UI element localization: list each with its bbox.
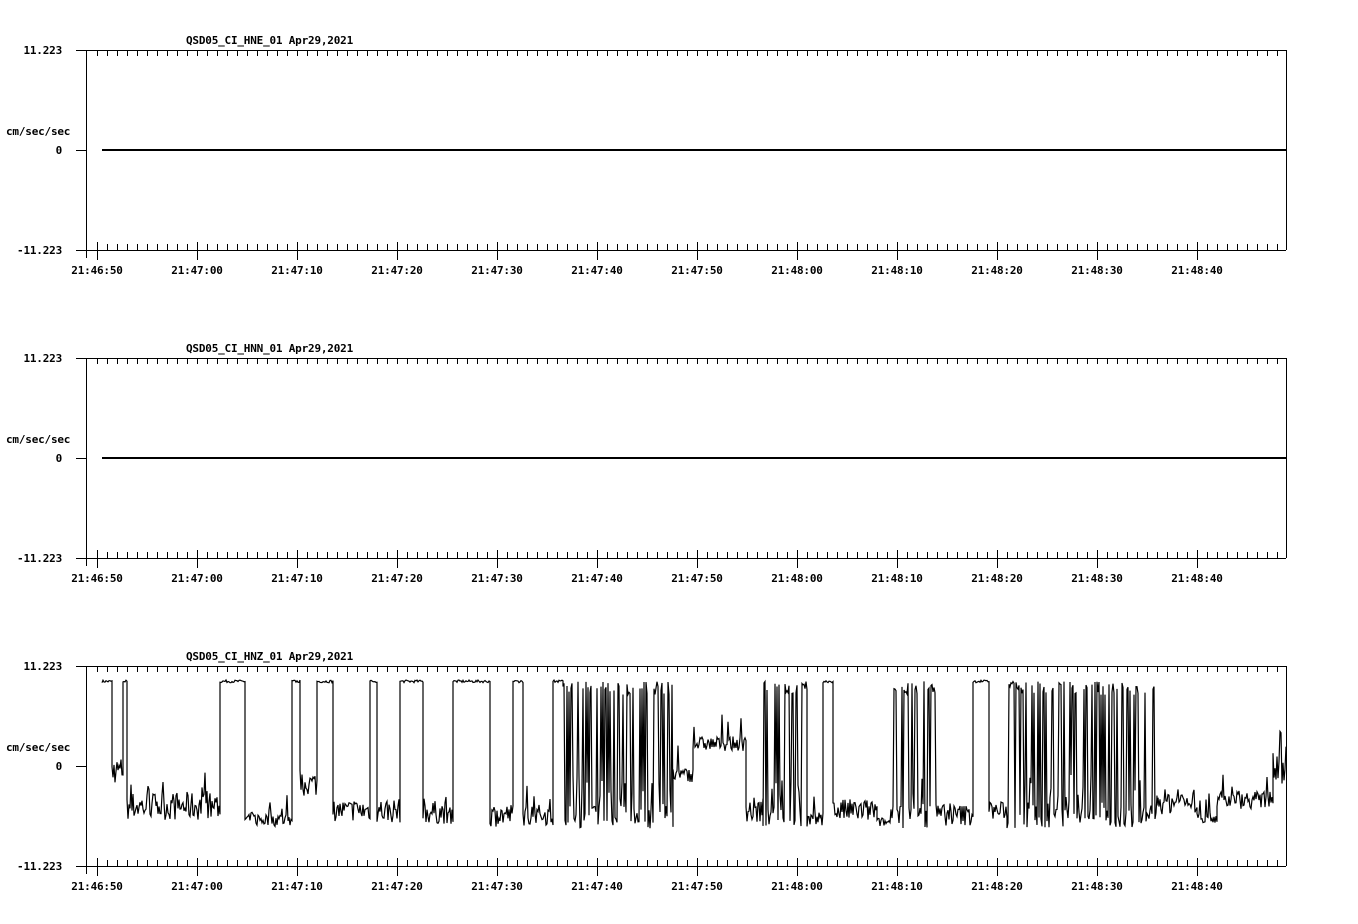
- x-tick-label: 21:47:20: [371, 880, 423, 893]
- x-tick-label: 21:47:30: [471, 572, 523, 585]
- x-tick-label: 21:46:50: [71, 264, 123, 277]
- plot-area: [76, 358, 1287, 568]
- y-zero-label: 0: [55, 144, 63, 157]
- x-tick-label: 21:47:50: [671, 572, 723, 585]
- x-tick-label: 21:48:00: [771, 264, 823, 277]
- x-tick-label: 21:47:10: [271, 880, 323, 893]
- x-tick-label: 21:47:50: [671, 880, 723, 893]
- panel-title: QSD05_CI_HNN_01 Apr29,2021: [186, 342, 353, 355]
- y-max-label: 11.223: [23, 44, 62, 57]
- x-tick-label: 21:48:10: [871, 880, 923, 893]
- x-tick-label: 21:48:40: [1171, 880, 1223, 893]
- x-tick-label: 21:47:00: [171, 572, 223, 585]
- x-tick-label: 21:47:40: [571, 880, 623, 893]
- panel-title: QSD05_CI_HNE_01 Apr29,2021: [186, 34, 353, 47]
- y-zero-label: 0: [55, 760, 63, 773]
- y-min-label: -11.223: [17, 244, 62, 257]
- y-max-label: 11.223: [23, 352, 62, 365]
- x-tick-label: 21:48:30: [1071, 572, 1123, 585]
- x-tick-label: 21:48:20: [971, 880, 1023, 893]
- plot-area: [76, 666, 1287, 876]
- y-units-label: cm/sec/sec: [6, 433, 71, 446]
- x-tick-label: 21:47:30: [471, 880, 523, 893]
- x-tick-label: 21:48:40: [1171, 264, 1223, 277]
- seismogram-panel-hne: QSD05_CI_HNE_01 Apr29,2021 11.223 cm/sec…: [0, 0, 1358, 300]
- x-tick-label: 21:47:10: [271, 572, 323, 585]
- x-tick-label: 21:47:20: [371, 572, 423, 585]
- x-tick-label: 21:48:40: [1171, 572, 1223, 585]
- panel-title: QSD05_CI_HNZ_01 Apr29,2021: [186, 650, 353, 663]
- x-tick-label: 21:47:00: [171, 264, 223, 277]
- y-units-label: cm/sec/sec: [6, 741, 71, 754]
- y-zero-label: 0: [55, 452, 63, 465]
- x-tick-label: 21:48:20: [971, 572, 1023, 585]
- x-tick-label: 21:48:20: [971, 264, 1023, 277]
- x-tick-label: 21:48:00: [771, 880, 823, 893]
- x-tick-label: 21:48:10: [871, 572, 923, 585]
- y-min-label: -11.223: [17, 552, 62, 565]
- x-tick-label: 21:47:00: [171, 880, 223, 893]
- x-tick-label: 21:46:50: [71, 880, 123, 893]
- y-max-label: 11.223: [23, 660, 62, 673]
- x-tick-label: 21:47:40: [571, 264, 623, 277]
- seismogram-panel-hnn: QSD05_CI_HNN_01 Apr29,2021 11.223 cm/sec…: [0, 308, 1358, 608]
- x-tick-label: 21:47:50: [671, 264, 723, 277]
- y-units-label: cm/sec/sec: [6, 125, 71, 138]
- x-tick-label: 21:48:00: [771, 572, 823, 585]
- x-tick-label: 21:48:10: [871, 264, 923, 277]
- seismogram-panel-hnz: QSD05_CI_HNZ_01 Apr29,2021 11.223 cm/sec…: [0, 616, 1358, 916]
- x-tick-label: 21:46:50: [71, 572, 123, 585]
- x-tick-label: 21:47:10: [271, 264, 323, 277]
- y-min-label: -11.223: [17, 860, 62, 873]
- plot-area: [76, 50, 1287, 260]
- x-tick-label: 21:48:30: [1071, 880, 1123, 893]
- x-tick-label: 21:47:20: [371, 264, 423, 277]
- x-tick-label: 21:47:30: [471, 264, 523, 277]
- x-tick-label: 21:48:30: [1071, 264, 1123, 277]
- waveform-trace: [101, 678, 1287, 829]
- x-tick-label: 21:47:40: [571, 572, 623, 585]
